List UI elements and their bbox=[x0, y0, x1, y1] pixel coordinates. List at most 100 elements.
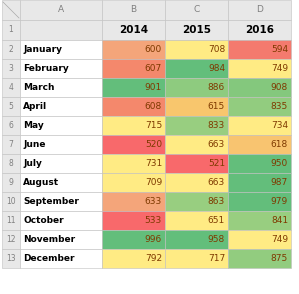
Bar bbox=[20, 192, 102, 211]
Text: April: April bbox=[23, 102, 47, 111]
Text: 984: 984 bbox=[208, 64, 225, 73]
Text: 615: 615 bbox=[208, 102, 225, 111]
Text: 2: 2 bbox=[9, 45, 13, 54]
Text: 3: 3 bbox=[9, 64, 13, 73]
Bar bbox=[228, 0, 291, 20]
Text: 749: 749 bbox=[271, 64, 288, 73]
Bar bbox=[165, 20, 228, 40]
Bar bbox=[228, 211, 291, 230]
Bar bbox=[165, 40, 228, 59]
Bar bbox=[102, 230, 165, 249]
Text: 709: 709 bbox=[145, 178, 162, 187]
Text: 958: 958 bbox=[208, 235, 225, 244]
Bar bbox=[165, 154, 228, 173]
Bar bbox=[102, 173, 165, 192]
Bar bbox=[2, 230, 20, 249]
Bar bbox=[228, 192, 291, 211]
Bar bbox=[228, 59, 291, 78]
Bar bbox=[102, 249, 165, 268]
Text: 708: 708 bbox=[208, 45, 225, 54]
Bar bbox=[165, 192, 228, 211]
Text: August: August bbox=[23, 178, 59, 187]
Text: 749: 749 bbox=[271, 235, 288, 244]
Bar bbox=[102, 154, 165, 173]
Text: D: D bbox=[256, 6, 263, 14]
Text: 11: 11 bbox=[6, 216, 16, 225]
Bar bbox=[2, 116, 20, 135]
Bar bbox=[2, 192, 20, 211]
Text: 875: 875 bbox=[271, 254, 288, 263]
Text: June: June bbox=[23, 140, 45, 149]
Text: B: B bbox=[130, 6, 137, 14]
Text: 633: 633 bbox=[145, 197, 162, 206]
Text: February: February bbox=[23, 64, 69, 73]
Bar bbox=[20, 116, 102, 135]
Bar bbox=[2, 135, 20, 154]
Text: C: C bbox=[193, 6, 200, 14]
Text: 8: 8 bbox=[9, 159, 13, 168]
Bar bbox=[228, 230, 291, 249]
Bar bbox=[165, 59, 228, 78]
Bar bbox=[20, 59, 102, 78]
Text: 950: 950 bbox=[271, 159, 288, 168]
Bar bbox=[165, 97, 228, 116]
Bar bbox=[102, 192, 165, 211]
Text: 717: 717 bbox=[208, 254, 225, 263]
Bar bbox=[102, 211, 165, 230]
Bar bbox=[102, 78, 165, 97]
Text: 7: 7 bbox=[9, 140, 13, 149]
Bar bbox=[2, 78, 20, 97]
Bar bbox=[2, 97, 20, 116]
Bar bbox=[2, 173, 20, 192]
Bar bbox=[2, 59, 20, 78]
Text: 908: 908 bbox=[271, 83, 288, 92]
Bar bbox=[20, 154, 102, 173]
Bar bbox=[102, 59, 165, 78]
Text: 996: 996 bbox=[145, 235, 162, 244]
Bar bbox=[228, 78, 291, 97]
Bar bbox=[2, 211, 20, 230]
Text: 2016: 2016 bbox=[245, 25, 274, 35]
Text: 9: 9 bbox=[9, 178, 13, 187]
Bar bbox=[165, 230, 228, 249]
Text: October: October bbox=[23, 216, 64, 225]
Text: 607: 607 bbox=[145, 64, 162, 73]
Text: 2014: 2014 bbox=[119, 25, 148, 35]
Bar bbox=[20, 249, 102, 268]
Text: 5: 5 bbox=[9, 102, 13, 111]
Bar bbox=[228, 20, 291, 40]
Bar bbox=[228, 173, 291, 192]
Text: 833: 833 bbox=[208, 121, 225, 130]
Text: 608: 608 bbox=[145, 102, 162, 111]
Bar bbox=[20, 78, 102, 97]
Bar bbox=[102, 135, 165, 154]
Text: 521: 521 bbox=[208, 159, 225, 168]
Bar bbox=[228, 249, 291, 268]
Bar bbox=[102, 40, 165, 59]
Bar bbox=[165, 78, 228, 97]
Bar bbox=[2, 20, 20, 40]
Bar bbox=[20, 230, 102, 249]
Text: 6: 6 bbox=[9, 121, 13, 130]
Text: May: May bbox=[23, 121, 44, 130]
Text: 2015: 2015 bbox=[182, 25, 211, 35]
Text: 987: 987 bbox=[271, 178, 288, 187]
Text: 979: 979 bbox=[271, 197, 288, 206]
Text: 863: 863 bbox=[208, 197, 225, 206]
Bar bbox=[228, 116, 291, 135]
Text: 520: 520 bbox=[145, 140, 162, 149]
Bar bbox=[165, 249, 228, 268]
Bar bbox=[2, 0, 20, 20]
Text: 841: 841 bbox=[271, 216, 288, 225]
Bar bbox=[102, 20, 165, 40]
Text: July: July bbox=[23, 159, 42, 168]
Text: March: March bbox=[23, 83, 54, 92]
Text: November: November bbox=[23, 235, 75, 244]
Text: 901: 901 bbox=[145, 83, 162, 92]
Text: 12: 12 bbox=[6, 235, 16, 244]
Text: 734: 734 bbox=[271, 121, 288, 130]
Bar bbox=[102, 97, 165, 116]
Text: 886: 886 bbox=[208, 83, 225, 92]
Bar bbox=[165, 211, 228, 230]
Bar bbox=[20, 20, 102, 40]
